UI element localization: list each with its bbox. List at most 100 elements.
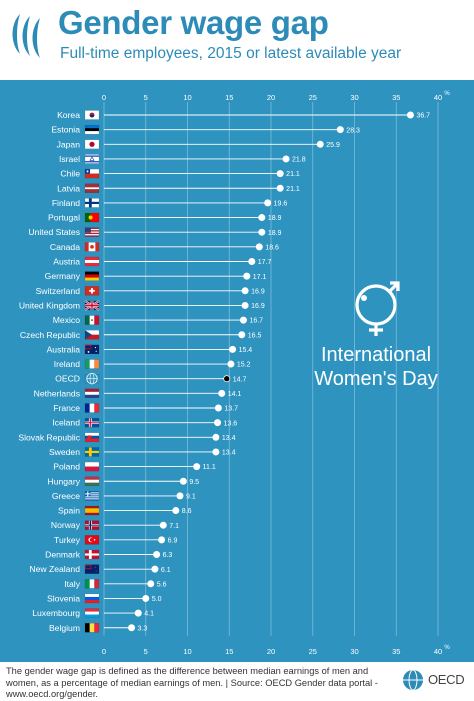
x-tick-label-top: 30 (350, 93, 358, 102)
country-label: Czech Republic (20, 330, 81, 340)
country-label: Israel (59, 154, 80, 164)
value-dot (153, 550, 161, 558)
australia-flag-icon (84, 344, 100, 355)
luxembourg-flag-icon (84, 608, 100, 618)
value-dot (258, 214, 266, 222)
turkey-flag-icon (84, 535, 100, 545)
x-tick-label-top: 15 (225, 93, 233, 102)
value-dot (316, 140, 324, 148)
country-label: Spain (58, 506, 80, 516)
x-tick-label-top: 20 (267, 93, 275, 102)
value-label: 21.1 (286, 186, 300, 193)
page-title: Gender wage gap (58, 4, 329, 41)
value-label: 18.9 (268, 215, 282, 222)
value-label: 36.7 (416, 113, 430, 120)
chart-row-iceland: Iceland 13.6 (52, 418, 237, 428)
chart-row-united-states: United States 18.9 (28, 227, 281, 237)
poland-flag-icon (84, 461, 100, 472)
country-label: Norway (51, 520, 81, 530)
slovenia-flag-icon (84, 593, 100, 604)
country-label: OECD (55, 374, 80, 384)
chart-row-japan: Japan 25.9 (57, 139, 340, 149)
chart-row-switzerland: Switzerland 16.9 (36, 286, 265, 296)
value-label: 9.1 (186, 494, 196, 501)
value-label: 3.3 (138, 625, 148, 632)
badge-line2: Women's Day (314, 368, 438, 390)
united-states-flag-icon (84, 227, 100, 237)
value-dot (243, 272, 251, 280)
x-tick-label-bottom: 10 (183, 647, 191, 656)
value-label: 11.1 (203, 464, 216, 471)
chart-row-italy: Italy 5.6 (64, 579, 166, 589)
x-tick-label-bottom: 20 (267, 647, 275, 656)
country-label: Mexico (53, 315, 80, 325)
x-tick-label-top: 40 (434, 93, 442, 102)
value-dot (276, 184, 284, 192)
chart-row-united-kingdom: United Kingdom 16.9 (19, 300, 265, 311)
country-label: New Zealand (29, 564, 80, 574)
czech-republic-flag-icon (84, 330, 100, 340)
greece-flag-icon (84, 491, 100, 501)
value-label: 21.1 (286, 171, 300, 178)
value-label: 4.1 (144, 611, 154, 618)
latvia-flag-icon (84, 183, 100, 193)
germany-flag-icon (84, 271, 100, 281)
x-tick-label-bottom: 35 (392, 647, 400, 656)
country-label: Ireland (54, 359, 80, 369)
chile-flag-icon (84, 168, 100, 179)
womens-day-badge: International Women's Day (314, 281, 438, 390)
country-label: Germany (45, 271, 81, 281)
switzerland-flag-icon (84, 286, 100, 296)
x-tick-label-bottom: 40 (434, 647, 442, 656)
country-label: Korea (57, 110, 80, 120)
chart-row-slovak-republic: Slovak Republic 13.4 (18, 432, 235, 442)
chart-row-finland: Finland 19.6 (52, 198, 288, 208)
value-dot (159, 521, 167, 529)
value-dot (179, 477, 187, 485)
x-unit-label-top: % (444, 91, 450, 97)
country-label: Australia (47, 344, 81, 354)
value-label: 13.6 (224, 420, 238, 427)
spain-flag-icon (84, 505, 100, 516)
value-label: 6.9 (168, 537, 178, 544)
value-dot (142, 594, 150, 602)
country-label: United Kingdom (19, 300, 80, 310)
country-label: Italy (64, 579, 80, 589)
chart-row-new-zealand: New Zealand 6.1 (29, 564, 170, 574)
denmark-flag-icon (84, 549, 100, 560)
value-label: 5.0 (152, 596, 162, 603)
italy-flag-icon (84, 579, 100, 589)
value-label: 16.9 (251, 288, 265, 295)
country-label: Turkey (54, 535, 81, 545)
country-label: Japan (57, 139, 81, 149)
value-dot (239, 316, 247, 324)
value-label: 16.5 (248, 332, 262, 339)
country-label: Greece (52, 491, 80, 501)
korea-flag-icon (84, 110, 100, 120)
chart-row-chile: Chile 21.1 (60, 169, 300, 179)
country-label: France (53, 403, 80, 413)
badge-line1: International (321, 344, 431, 366)
value-label: 21.8 (292, 157, 306, 164)
value-label: 15.2 (237, 362, 251, 369)
value-label: 16.9 (251, 303, 265, 310)
chart-row-estonia: Estonia 28.3 (51, 125, 360, 135)
chart-row-luxembourg: Luxembourg 4.1 (32, 608, 154, 618)
chart-row-norway: Norway 7.1 (51, 520, 179, 530)
value-label: 7.1 (169, 523, 179, 530)
value-label: 13.7 (224, 406, 238, 413)
country-label: Denmark (45, 550, 81, 560)
country-label: Sweden (49, 447, 80, 457)
value-label: 13.4 (222, 435, 236, 442)
value-dot (128, 624, 136, 632)
country-label: Slovenia (47, 593, 80, 603)
value-dot (218, 389, 226, 397)
value-dot (282, 155, 290, 163)
chart-row-slovenia: Slovenia 5.0 (47, 593, 162, 603)
country-label: Poland (53, 462, 80, 472)
value-dot (176, 492, 184, 500)
country-label: Luxembourg (32, 608, 80, 618)
chart-row-korea: Korea 36.7 (57, 110, 430, 120)
sweden-flag-icon (84, 447, 100, 457)
value-label: 14.1 (228, 391, 242, 398)
